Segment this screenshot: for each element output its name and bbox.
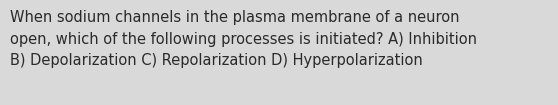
Text: When sodium channels in the plasma membrane of a neuron
open, which of the follo: When sodium channels in the plasma membr… [10,10,477,68]
